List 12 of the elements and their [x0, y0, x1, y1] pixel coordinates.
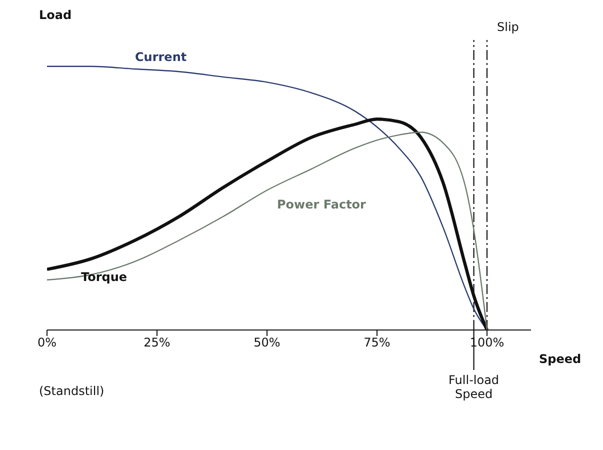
x-axis-title: Speed	[539, 352, 582, 366]
x-tick-label: 25%	[144, 336, 170, 350]
x-tick-label: 50%	[254, 336, 280, 350]
ref-line-label: Full-load Speed	[448, 373, 500, 401]
y-axis-title: Load	[39, 8, 72, 22]
text: Slip	[497, 20, 519, 34]
series-label: Torque	[81, 270, 128, 284]
series-label: Power Factor	[277, 197, 366, 212]
x-tick-label: 75%	[364, 336, 390, 350]
series-label: Current	[135, 50, 187, 64]
text: (Standstill)	[39, 384, 104, 398]
x-tick-label: 0%	[37, 336, 57, 350]
